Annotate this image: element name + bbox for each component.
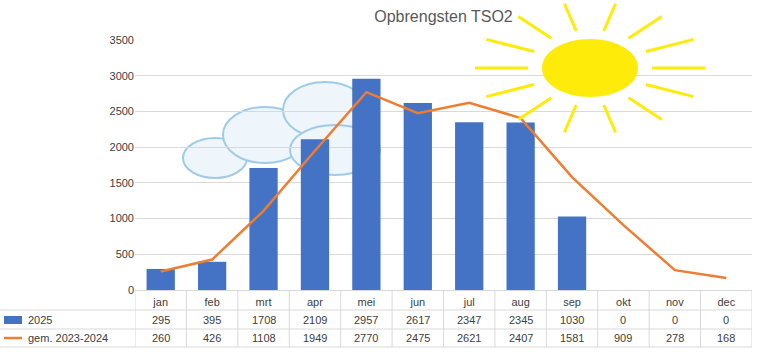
svg-text:2770: 2770 bbox=[354, 332, 378, 344]
svg-text:sep: sep bbox=[563, 296, 581, 308]
svg-text:1500: 1500 bbox=[110, 177, 134, 189]
svg-text:2407: 2407 bbox=[509, 332, 533, 344]
svg-text:2345: 2345 bbox=[509, 314, 533, 326]
svg-text:1000: 1000 bbox=[110, 212, 134, 224]
svg-text:426: 426 bbox=[203, 332, 221, 344]
svg-text:dec: dec bbox=[717, 296, 735, 308]
svg-text:1581: 1581 bbox=[560, 332, 584, 344]
svg-text:2475: 2475 bbox=[406, 332, 430, 344]
svg-text:0: 0 bbox=[620, 314, 626, 326]
svg-text:295: 295 bbox=[152, 314, 170, 326]
svg-text:jan: jan bbox=[152, 296, 168, 308]
svg-text:2621: 2621 bbox=[457, 332, 481, 344]
svg-text:nov: nov bbox=[666, 296, 684, 308]
svg-text:1708: 1708 bbox=[252, 314, 276, 326]
svg-text:mrt: mrt bbox=[256, 296, 272, 308]
svg-text:apr: apr bbox=[307, 296, 323, 308]
svg-text:1949: 1949 bbox=[303, 332, 327, 344]
svg-text:2957: 2957 bbox=[354, 314, 378, 326]
svg-text:395: 395 bbox=[203, 314, 221, 326]
svg-text:909: 909 bbox=[614, 332, 632, 344]
svg-text:2025: 2025 bbox=[28, 314, 52, 326]
svg-text:gem. 2023-2024: gem. 2023-2024 bbox=[28, 332, 108, 344]
svg-text:2347: 2347 bbox=[457, 314, 481, 326]
svg-text:1030: 1030 bbox=[560, 314, 584, 326]
svg-text:0: 0 bbox=[128, 284, 134, 296]
svg-text:0: 0 bbox=[723, 314, 729, 326]
svg-text:2500: 2500 bbox=[110, 105, 134, 117]
svg-text:jul: jul bbox=[463, 296, 475, 308]
svg-text:500: 500 bbox=[116, 248, 134, 260]
svg-text:feb: feb bbox=[204, 296, 219, 308]
svg-text:aug: aug bbox=[511, 296, 529, 308]
svg-text:okt: okt bbox=[616, 296, 631, 308]
svg-text:2109: 2109 bbox=[303, 314, 327, 326]
svg-text:0: 0 bbox=[672, 314, 678, 326]
svg-text:Opbrengsten TSO2: Opbrengsten TSO2 bbox=[374, 8, 513, 25]
svg-text:278: 278 bbox=[666, 332, 684, 344]
svg-text:2617: 2617 bbox=[406, 314, 430, 326]
svg-text:mei: mei bbox=[358, 296, 376, 308]
svg-text:1108: 1108 bbox=[252, 332, 276, 344]
svg-text:jun: jun bbox=[409, 296, 425, 308]
svg-text:3000: 3000 bbox=[110, 70, 134, 82]
svg-text:2000: 2000 bbox=[110, 141, 134, 153]
svg-text:3500: 3500 bbox=[110, 34, 134, 46]
svg-text:260: 260 bbox=[152, 332, 170, 344]
svg-text:168: 168 bbox=[717, 332, 735, 344]
